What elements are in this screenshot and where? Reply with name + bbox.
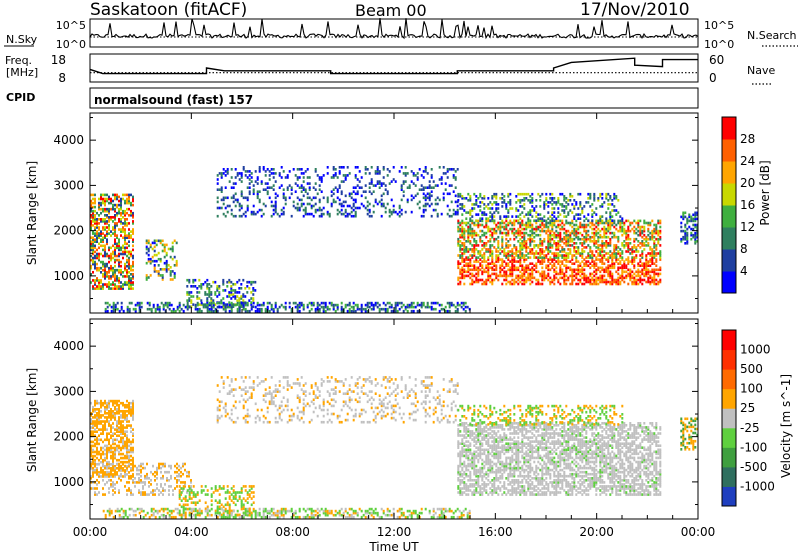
velocity-ytick-4000: 4000 bbox=[53, 339, 84, 353]
noise-sky-line bbox=[89, 18, 699, 40]
power-colorbar-tick-2: 20 bbox=[740, 176, 755, 190]
velocity-colorbar-tick-4: -25 bbox=[740, 421, 760, 435]
freq-tick-top: 18 bbox=[51, 53, 66, 67]
freq-line bbox=[89, 57, 698, 75]
velocity-ytick-1000: 1000 bbox=[53, 475, 84, 489]
noise-trace bbox=[89, 18, 699, 40]
xtick-3: 12:00 bbox=[377, 525, 412, 539]
velocity-colorbar-tick-3: 25 bbox=[740, 401, 755, 415]
power-colorbar-tick-6: 4 bbox=[740, 264, 748, 278]
velocity-colorbar-swatch-5 bbox=[722, 388, 736, 409]
power-colorbar-swatch-1 bbox=[722, 249, 736, 272]
date-label: 17/Nov/2010 bbox=[580, 0, 690, 20]
freq-label-line1: Freq. bbox=[5, 54, 32, 67]
noise-right-tick-top: 10^5 bbox=[704, 19, 734, 32]
velocity-colorbar-tick-5: -100 bbox=[740, 440, 767, 454]
xtick-1: 04:00 bbox=[174, 525, 209, 539]
power-colorbar-label: Power [dB] bbox=[758, 160, 772, 225]
power-colorbar-swatch-7 bbox=[722, 117, 736, 140]
cpid-value: normalsound (fast) 157 bbox=[94, 93, 253, 107]
velocity-colorbar-swatch-1 bbox=[722, 466, 736, 487]
power-ytick-3000: 3000 bbox=[53, 178, 84, 192]
station-title: Saskatoon (fitACF) bbox=[90, 0, 247, 20]
power-ylabel: Slant Range [km] bbox=[25, 161, 39, 265]
velocity-colorbar: 1000 500 100 25 -25 -100 -500 -1000 bbox=[721, 329, 775, 507]
nave-label: Nave bbox=[747, 64, 775, 77]
freq-trace bbox=[89, 57, 698, 75]
power-colorbar-tick-1: 24 bbox=[740, 154, 755, 168]
beam-label: Beam 00 bbox=[355, 1, 427, 20]
power-ytick-4000: 4000 bbox=[53, 133, 84, 147]
noise-right-tick-bottom: 10^0 bbox=[704, 38, 734, 51]
nave-tick-bottom: 0 bbox=[709, 71, 717, 85]
power-colorbar-tick-5: 8 bbox=[740, 242, 748, 256]
power-colorbar-tick-4: 12 bbox=[740, 220, 755, 234]
xaxis-label: Time UT bbox=[368, 540, 419, 554]
velocity-colorbar-swatch-2 bbox=[722, 447, 736, 468]
noise-search-label: N.Search bbox=[747, 29, 797, 42]
power-colorbar-swatch-5 bbox=[722, 161, 736, 184]
time-axis: 00:00 04:00 08:00 12:00 16:00 20:00 00:00 bbox=[73, 113, 716, 539]
power-colorbar-tick-3: 16 bbox=[740, 198, 755, 212]
power-colorbar-swatch-6 bbox=[722, 139, 736, 162]
noise-left-tick-bottom: 10^0 bbox=[56, 38, 86, 51]
xtick-0: 00:00 bbox=[73, 525, 108, 539]
velocity-colorbar-swatch-6 bbox=[722, 369, 736, 390]
velocity-colorbar-swatch-4 bbox=[722, 408, 736, 429]
power-heatmap bbox=[90, 166, 698, 313]
noise-left-tick-top: 10^5 bbox=[56, 19, 86, 32]
noise-sky-label: N.Sky bbox=[6, 33, 38, 46]
xtick-6: 00:00 bbox=[681, 525, 716, 539]
velocity-colorbar-swatch-7 bbox=[722, 349, 736, 370]
cpid-box bbox=[89, 87, 699, 109]
velocity-colorbar-tick-6: -500 bbox=[740, 460, 767, 474]
xtick-5: 20:00 bbox=[579, 525, 614, 539]
power-colorbar-swatch-2 bbox=[722, 227, 736, 250]
xtick-4: 16:00 bbox=[478, 525, 513, 539]
velocity-colorbar-swatch-3 bbox=[722, 427, 736, 448]
velocity-colorbar-label: Velocity [m s^-1] bbox=[779, 374, 793, 478]
noise-panel: N.Sky 10^5 10^0 10^5 10^0 N.Search bbox=[4, 18, 798, 51]
xtick-2: 08:00 bbox=[275, 525, 310, 539]
power-colorbar: 28 24 20 16 12 8 4 bbox=[721, 116, 755, 294]
velocity-colorbar-tick-2: 100 bbox=[740, 382, 763, 396]
nave-tick-top: 60 bbox=[709, 53, 724, 67]
power-colorbar-swatch-0 bbox=[722, 271, 736, 294]
velocity-colorbar-tick-1: 500 bbox=[740, 362, 763, 376]
freq-panel: Freq. [MHz] 18 8 60 0 Nave bbox=[5, 53, 775, 85]
velocity-colorbar-swatch-8 bbox=[722, 330, 736, 351]
power-colorbar-swatch-4 bbox=[722, 183, 736, 206]
power-colorbar-swatch-3 bbox=[722, 205, 736, 228]
velocity-colorbar-swatch-0 bbox=[722, 486, 736, 507]
velocity-panel: 4000 3000 2000 1000 Slant Range [km] 1000 50… bbox=[25, 318, 793, 520]
freq-tick-bottom: 8 bbox=[58, 71, 66, 85]
freq-label-line2: [MHz] bbox=[6, 66, 38, 79]
cpid-label: CPID bbox=[6, 91, 35, 104]
velocity-ytick-2000: 2000 bbox=[53, 430, 84, 444]
power-ytick-1000: 1000 bbox=[53, 269, 84, 283]
velocity-colorbar-tick-0: 1000 bbox=[740, 343, 771, 357]
power-colorbar-tick-0: 28 bbox=[740, 132, 755, 146]
power-panel: 4000 3000 2000 1000 Slant Range [km] 28 24 20… bbox=[25, 112, 772, 314]
velocity-ylabel: Slant Range [km] bbox=[25, 368, 39, 472]
velocity-ytick-3000: 3000 bbox=[53, 384, 84, 398]
power-ytick-2000: 2000 bbox=[53, 224, 84, 238]
velocity-colorbar-tick-7: -1000 bbox=[740, 479, 775, 493]
velocity-heatmap bbox=[90, 376, 698, 519]
